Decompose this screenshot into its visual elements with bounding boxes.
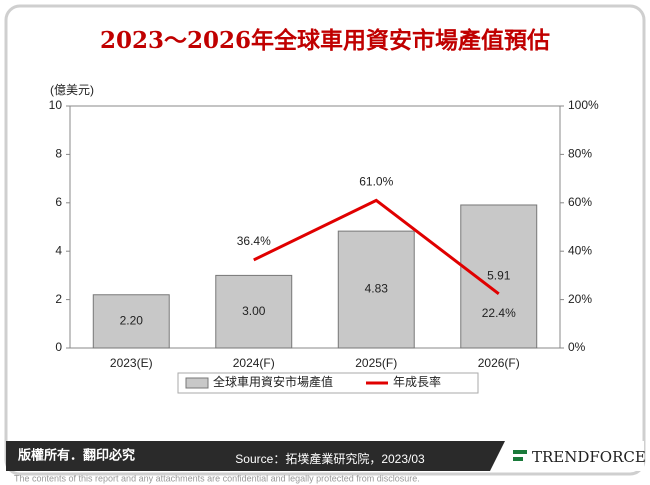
y-tick-label: 10 [49,98,63,112]
logo-bg [490,441,644,471]
bar-value-label: 5.91 [487,269,511,283]
chart-title: 2023～2026年全球車用資安市場產值預估 [100,27,550,54]
x-tick-label: 2023(E) [110,356,153,370]
y2-tick-label: 40% [568,243,592,257]
source: Source：拓墣產業研究院，2023/03 [235,451,425,466]
logo-icon [513,457,523,461]
x-tick-label: 2024(F) [233,356,275,370]
bar [460,204,538,349]
bar-value-label: 3.00 [242,304,266,318]
copyright: 版權所有．翻印必究 [18,447,135,462]
bar-value-label: 4.83 [365,282,389,296]
disclaimer: The contents of this report and any atta… [14,473,420,483]
line-value-label: 22.4% [482,306,516,320]
y2-tick-label: 100% [568,98,599,112]
legend-label: 全球車用資安市場產值 [213,374,333,389]
x-tick-label: 2026(F) [478,356,520,370]
bar [337,230,415,349]
plot-area [69,105,561,349]
bar [92,294,170,349]
logo-icon [513,450,527,454]
bar-value-label: 2.20 [120,314,144,328]
line-value-label: 61.0% [359,175,393,189]
legend-label: 年成長率 [393,374,441,389]
line [253,198,500,295]
y-tick-label: 2 [55,292,62,306]
x-tick-label: 2025(F) [355,356,397,370]
y2-tick-label: 80% [568,147,592,161]
y-tick-label: 4 [55,243,62,257]
y2-tick-label: 20% [568,292,592,306]
line-value-label: 36.4% [237,234,271,248]
y-axis-label: (億美元) [50,83,94,97]
y2-tick-label: 0% [568,340,586,354]
frame [4,4,646,476]
legend-swatch [185,377,209,389]
bar [215,274,293,349]
legend-box [177,372,479,394]
logo: TRENDFORCE [532,448,646,466]
y2-tick-label: 60% [568,195,592,209]
y-tick-label: 8 [55,147,62,161]
y-tick-label: 0 [55,340,62,354]
y-tick-label: 6 [55,195,62,209]
